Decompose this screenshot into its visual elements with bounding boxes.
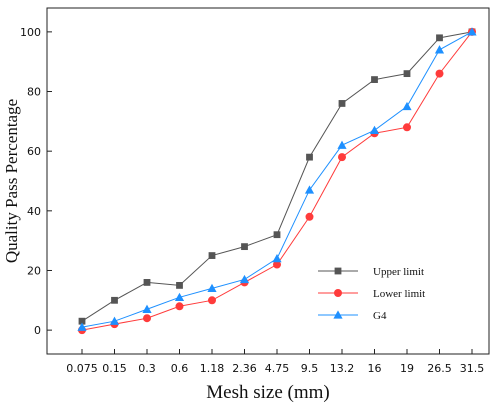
series-layer <box>77 27 477 335</box>
y-axis-title: Quality Pass Percentage <box>2 99 21 263</box>
data-point-g4 <box>174 292 185 302</box>
legend-item-g4: G4 <box>318 310 387 322</box>
x-tick-label: 9.5 <box>301 362 319 375</box>
data-point-lower-limit <box>143 314 151 323</box>
data-point-lower-limit <box>273 260 281 269</box>
x-axis-title: Mesh size (mm) <box>206 382 329 403</box>
data-point-g4 <box>77 322 87 331</box>
y-tick-label: 80 <box>27 86 41 99</box>
data-point-g4 <box>467 27 477 36</box>
x-tick-label: 31.5 <box>460 362 485 375</box>
legend-item-lower-limit: Lower limit <box>318 288 425 300</box>
series-line-g4 <box>81 31 473 328</box>
data-point-lower-limit <box>435 69 444 78</box>
data-point-lower-limit <box>403 123 411 132</box>
data-point-g4 <box>402 101 412 111</box>
data-point-g4 <box>207 283 217 293</box>
data-point-g4 <box>304 185 315 194</box>
x-tick-label: 1.18 <box>200 362 225 375</box>
x-tick-label: 0.075 <box>66 362 98 375</box>
data-point-upper-limit <box>306 153 313 161</box>
x-tick-label: 0.15 <box>102 362 127 375</box>
data-point-lower-limit <box>305 212 314 221</box>
data-point-upper-limit <box>176 281 183 289</box>
data-point-g4 <box>434 45 445 54</box>
data-point-lower-limit <box>338 153 346 162</box>
data-point-g4 <box>272 253 282 263</box>
data-point-upper-limit <box>208 252 216 259</box>
data-point-lower-limit <box>208 296 216 305</box>
data-point-upper-limit <box>371 76 378 83</box>
y-tick-label: 0 <box>34 324 41 337</box>
data-point-g4 <box>337 140 347 149</box>
legend: Upper limit Lower limit G4 <box>318 266 425 322</box>
plot-frame <box>46 7 490 355</box>
data-point-upper-limit <box>436 34 443 42</box>
data-point-upper-limit <box>241 243 248 251</box>
data-point-upper-limit <box>111 296 118 304</box>
data-point-upper-limit <box>78 317 86 325</box>
data-point-g4 <box>369 125 380 134</box>
series-upper-limit <box>78 28 476 325</box>
data-point-upper-limit <box>403 70 411 78</box>
x-tick-label: 26.5 <box>427 362 452 375</box>
series-g4 <box>77 27 477 331</box>
y-tick-label: 60 <box>27 145 41 158</box>
x-axis-ticks: 0.075 0.15 0.3 0.6 1.18 2.36 4.75 9.5 13.2 16 19 26… <box>66 349 484 375</box>
y-tick-label: 100 <box>20 26 41 39</box>
y-tick-label: 20 <box>27 264 41 277</box>
data-point-g4 <box>109 316 120 325</box>
legend-marker <box>333 310 343 319</box>
x-tick-label: 13.2 <box>330 362 355 375</box>
legend-item-upper-limit: Upper limit <box>318 266 424 278</box>
y-tick-label: 40 <box>27 205 41 218</box>
x-tick-label: 16 <box>368 362 382 375</box>
legend-label: G4 <box>373 310 387 322</box>
x-tick-label: 19 <box>400 362 414 375</box>
legend-marker <box>334 289 342 297</box>
x-tick-label: 0.6 <box>171 362 189 375</box>
y-axis-ticks: 0 20 40 60 80 100 <box>20 26 52 337</box>
data-point-upper-limit <box>273 231 281 239</box>
data-point-g4 <box>142 304 152 313</box>
data-point-upper-limit <box>338 100 346 107</box>
data-point-g4 <box>239 274 250 284</box>
legend-label: Upper limit <box>373 266 424 278</box>
legend-label: Lower limit <box>373 288 425 300</box>
legend-marker <box>334 267 342 275</box>
x-tick-label: 2.36 <box>232 362 257 375</box>
data-point-upper-limit <box>143 279 151 286</box>
x-tick-label: 4.75 <box>265 362 290 375</box>
data-point-lower-limit <box>175 302 184 311</box>
x-tick-label: 0.3 <box>138 362 156 375</box>
series-line-lower-limit <box>81 31 473 331</box>
